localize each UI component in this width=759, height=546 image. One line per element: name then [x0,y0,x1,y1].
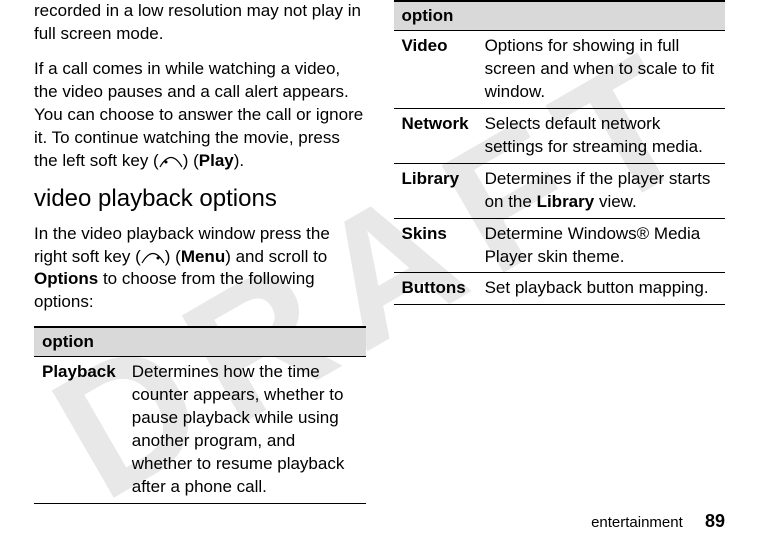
table-row: Library Determines if the player starts … [394,163,726,218]
table-header-left: option [34,327,366,357]
row-key-buttons: Buttons [394,273,477,305]
play-label: Play [199,151,234,170]
options-table-left: option Playback Determines how the time … [34,326,366,504]
table-row: Network Selects default network settings… [394,108,726,163]
table-row: Video Options for showing in full screen… [394,31,726,109]
row-key-library: Library [394,163,477,218]
table-row: Skins Determine Windows® Media Player sk… [394,218,726,273]
para-options-b: ) ( [165,247,181,266]
row-desc-library-b: view. [594,192,637,211]
options-label: Options [34,269,98,288]
para-call: If a call comes in while watching a vide… [34,58,366,173]
row-desc-network: Selects default network settings for str… [477,108,725,163]
para-options-c: ) and scroll to [225,247,327,266]
table-row: Playback Determines how the time counter… [34,357,366,504]
row-desc-skins: Determine Windows® Media Player skin the… [477,218,725,273]
menu-label: Menu [181,247,225,266]
row-key-playback: Playback [34,357,124,504]
options-table-right: option Video Options for showing in full… [394,0,726,305]
para-call-b: ) ( [183,151,199,170]
footer-section: entertainment [591,514,683,531]
left-softkey-icon [159,154,183,168]
row-key-network: Network [394,108,477,163]
row-desc-buttons: Set playback button mapping. [477,273,725,305]
row-desc-playback: Determines how the time counter appears,… [124,357,366,504]
heading-video-playback-options: video playback options [34,185,366,213]
para-resolution: recorded in a low resolution may not pla… [34,0,366,46]
para-options: In the video playback window press the r… [34,223,366,315]
right-softkey-icon [141,250,165,264]
page-content: recorded in a low resolution may not pla… [0,0,759,500]
page-footer: entertainment 89 [591,511,725,532]
para-call-c: ). [234,151,244,170]
footer-page-number: 89 [705,511,725,531]
table-row: Buttons Set playback button mapping. [394,273,726,305]
row-desc-video: Options for showing in full screen and w… [477,31,725,109]
table-header-right: option [394,1,726,31]
right-column: option Video Options for showing in full… [394,0,726,500]
row-desc-library: Determines if the player starts on the L… [477,163,725,218]
row-desc-library-bold: Library [537,192,595,211]
row-key-video: Video [394,31,477,109]
row-key-skins: Skins [394,218,477,273]
left-column: recorded in a low resolution may not pla… [34,0,366,500]
